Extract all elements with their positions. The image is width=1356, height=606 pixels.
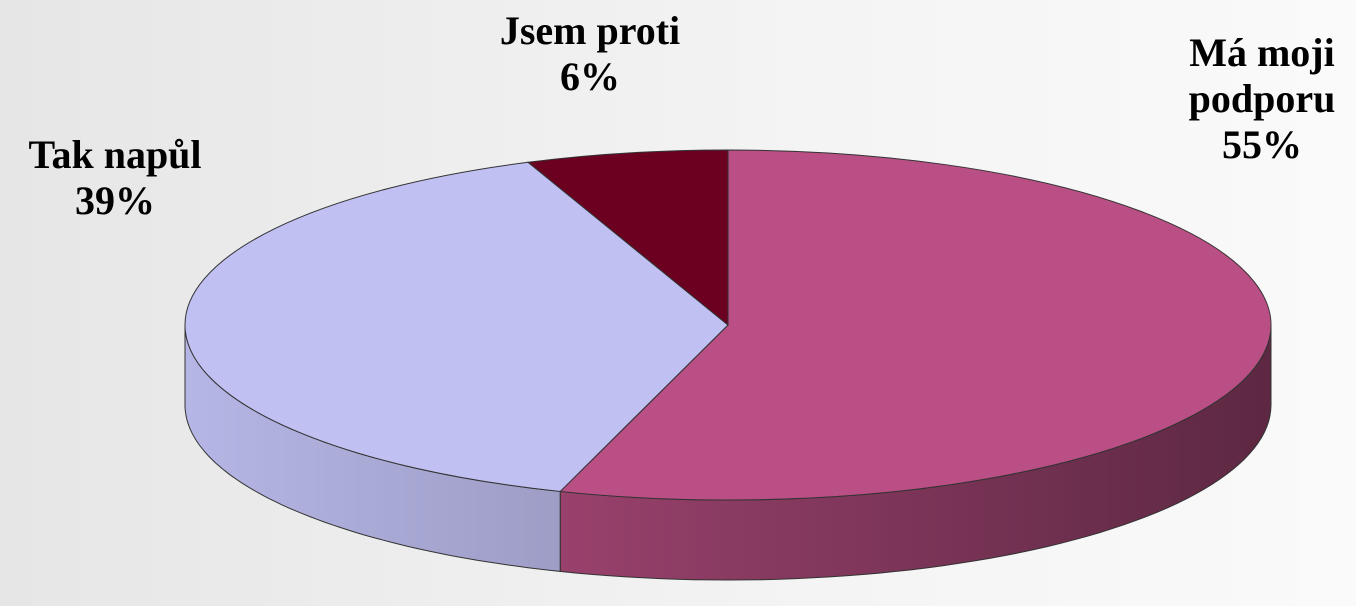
value-label: 39%	[75, 178, 155, 223]
category-label: Má moji podporu	[1188, 30, 1336, 121]
value-label: 6%	[560, 54, 620, 99]
slice-label: Tak napůl 39%	[0, 132, 235, 224]
category-label: Jsem proti	[499, 8, 681, 53]
slice-label: Jsem proti 6%	[460, 8, 720, 100]
slice	[526, 149, 729, 327]
category-label: Tak napůl	[28, 132, 202, 177]
value-label: 55%	[1222, 122, 1302, 167]
slice-label: Má moji podporu 55%	[1162, 30, 1356, 168]
slice	[559, 149, 1272, 501]
slice	[184, 161, 729, 492]
